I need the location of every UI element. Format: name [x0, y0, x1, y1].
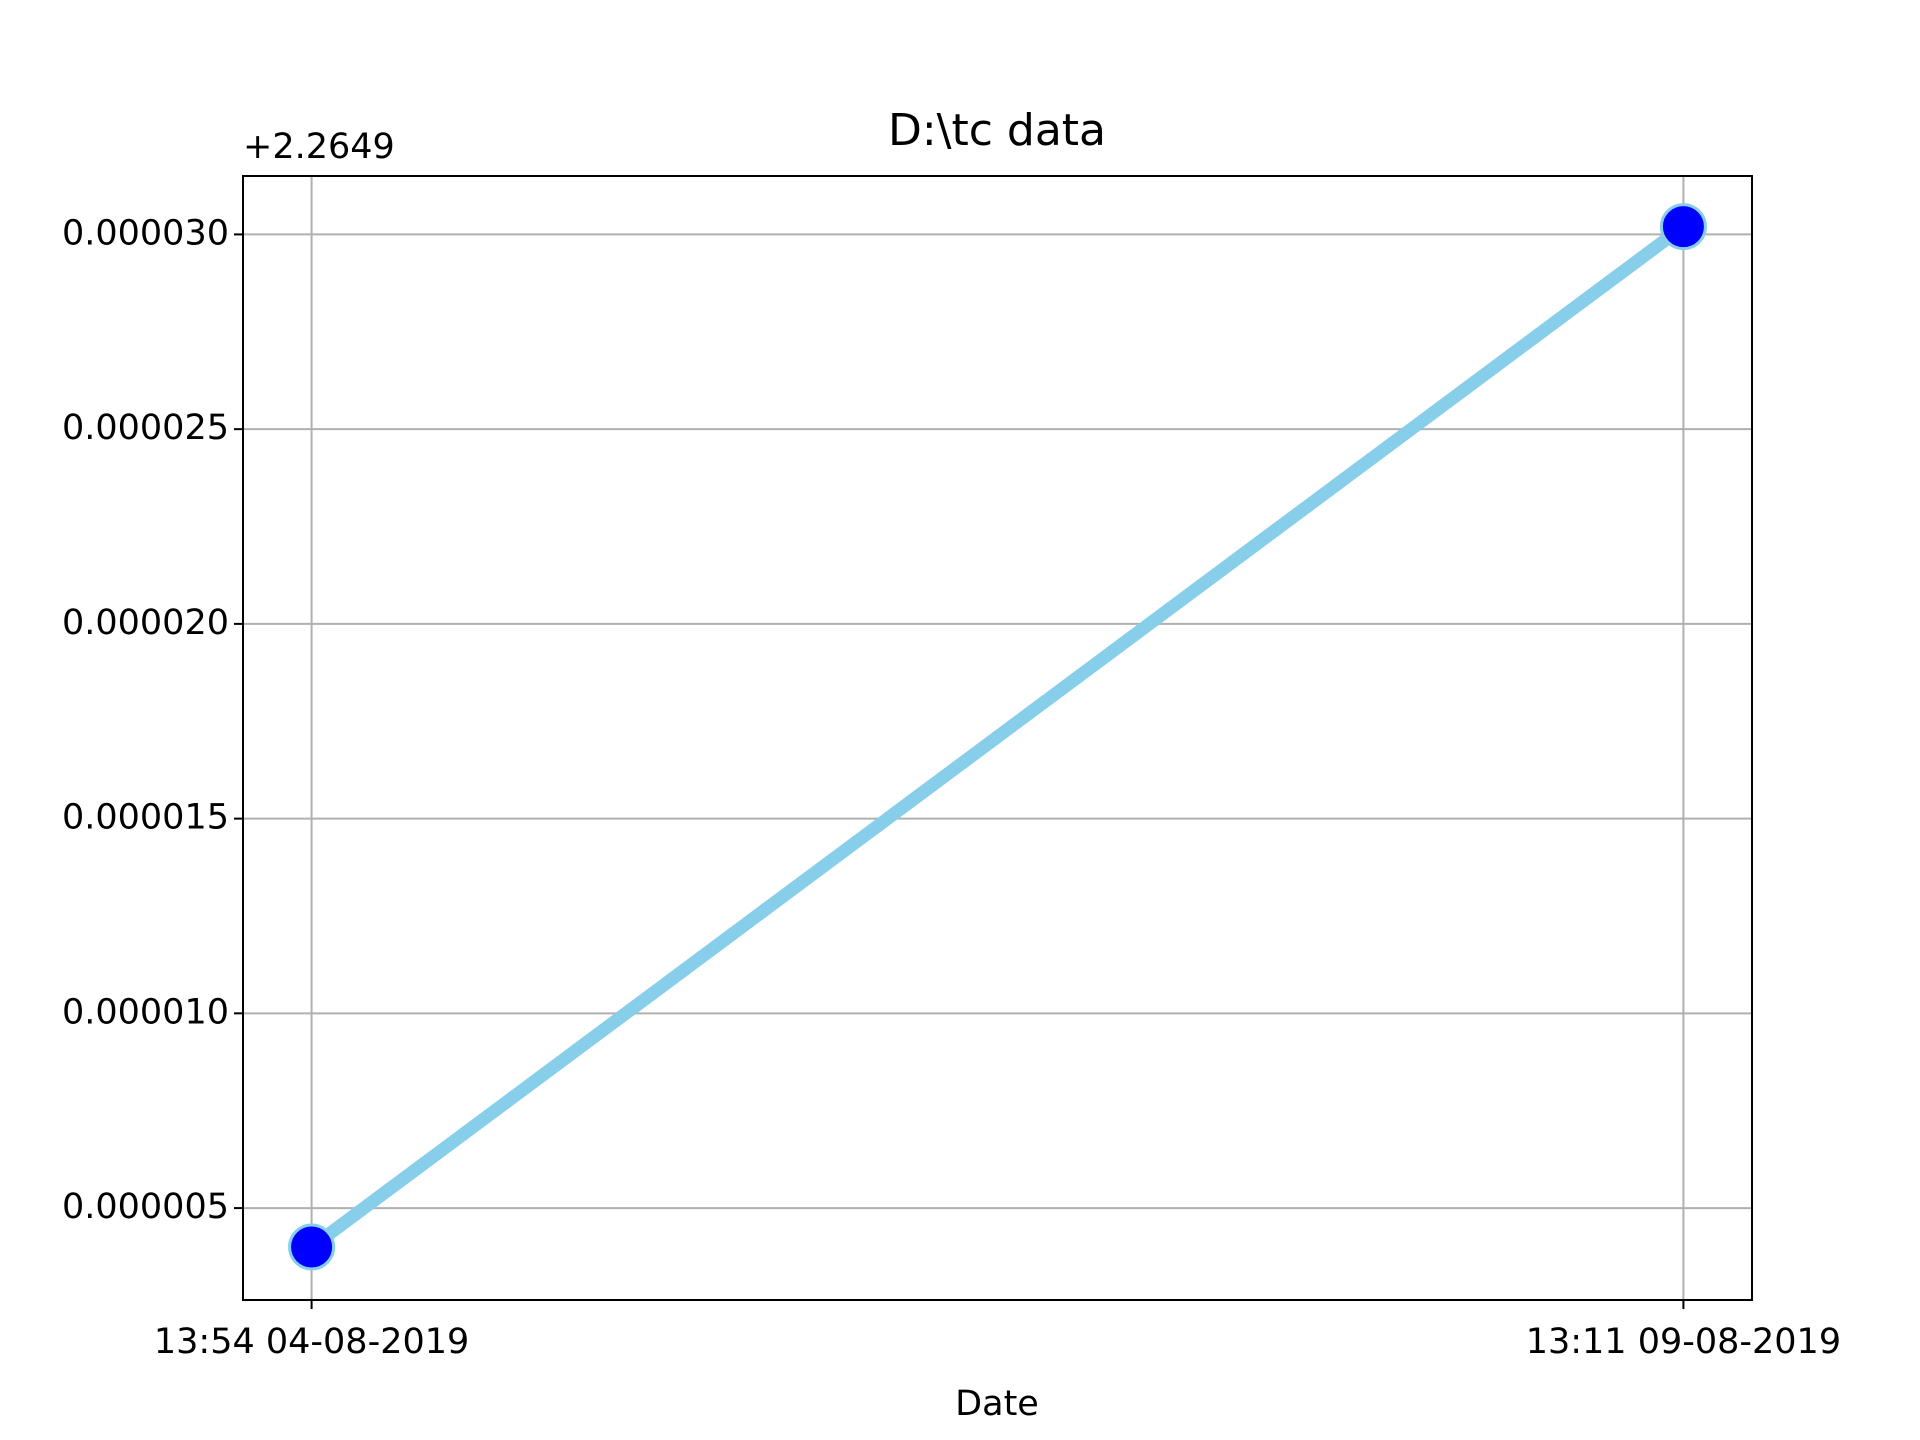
y-offset-text: +2.2649 [243, 127, 395, 167]
x-tick-label: 13:54 04-08-2019 [154, 1322, 469, 1362]
y-tick-label: 0.000020 [62, 603, 229, 643]
y-tick-label: 0.000015 [62, 798, 229, 838]
series-line [307, 221, 1688, 1253]
chart-title: D:\tc data [888, 105, 1106, 156]
y-tick-label: 0.000005 [62, 1187, 229, 1227]
y-tick-label: 0.000030 [62, 213, 229, 253]
point [1659, 203, 1707, 251]
x-tick-label: 13:11 09-08-2019 [1526, 1322, 1841, 1362]
point [288, 1223, 336, 1271]
plot-frame [242, 175, 1753, 1301]
y-tick-label: 0.000025 [62, 408, 229, 448]
x-axis-label: Date [955, 1384, 1039, 1424]
y-tick-label: 0.000010 [62, 992, 229, 1032]
